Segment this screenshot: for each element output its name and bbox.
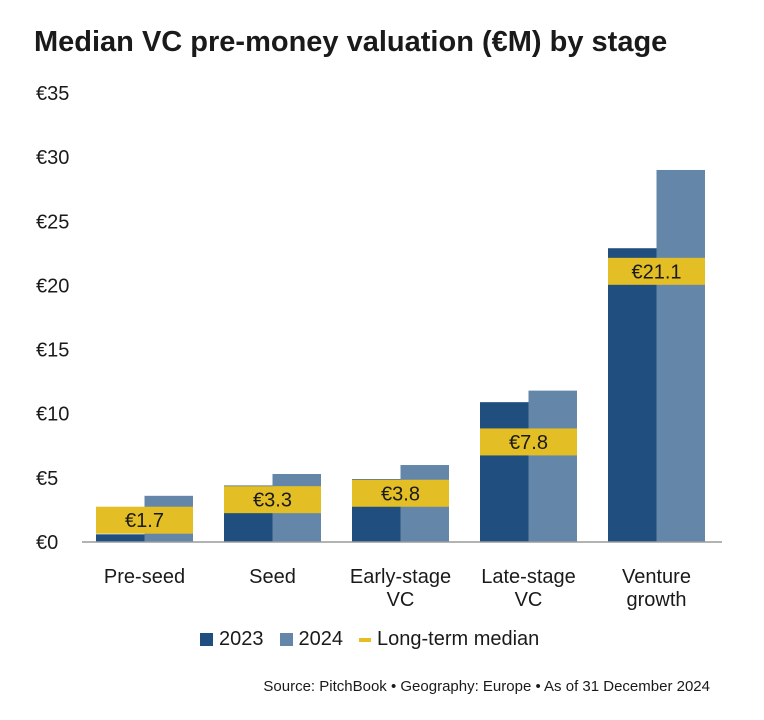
legend-label-median: Long-term median <box>377 628 540 650</box>
legend-item-2024: 2024 <box>279 628 344 651</box>
median-label: €3.8 <box>381 483 420 505</box>
chart-title: Median VC pre-money valuation (€M) by st… <box>34 26 668 58</box>
median-band <box>352 479 449 507</box>
x-tick-label: VC <box>387 589 415 611</box>
y-tick-label: €30 <box>36 147 69 169</box>
x-tick-label: Pre-seed <box>104 566 185 588</box>
source-note: Source: PitchBook • Geography: Europe • … <box>263 678 710 695</box>
legend-label-2024: 2024 <box>298 628 344 650</box>
bar-2024 <box>528 390 577 542</box>
median-label: €3.3 <box>253 490 292 512</box>
legend-swatch-2024 <box>279 633 293 646</box>
bar-2024 <box>656 169 705 542</box>
y-tick-label: €5 <box>36 468 58 490</box>
x-tick-label: growth <box>626 589 686 611</box>
median-band <box>608 257 705 285</box>
bar-2023 <box>608 248 657 542</box>
bar-2023 <box>96 534 145 542</box>
y-tick-label: €35 <box>36 83 69 105</box>
y-tick-label: €15 <box>36 340 69 362</box>
y-tick-label: €10 <box>36 404 69 426</box>
x-tick-label: Late-stage <box>481 566 576 588</box>
legend-item-median: Long-term median <box>359 628 539 651</box>
legend-swatch-median <box>359 637 371 642</box>
legend-label-2023: 2023 <box>219 628 264 650</box>
x-tick-label: Seed <box>249 566 296 588</box>
median-band <box>224 486 321 514</box>
y-tick-label: €0 <box>36 532 58 554</box>
legend-item-2023: 2023 <box>200 628 264 651</box>
legend: 2023 2024 Long-term median <box>200 628 555 651</box>
legend-swatch-2023 <box>200 633 213 646</box>
y-tick-label: €20 <box>36 275 69 297</box>
x-tick-label: Early-stage <box>350 566 451 588</box>
x-tick-label: Venture <box>622 566 691 588</box>
x-tick-label: VC <box>515 589 543 611</box>
y-tick-label: €25 <box>36 211 69 233</box>
median-label: €7.8 <box>509 432 548 454</box>
bar-2023 <box>480 402 529 542</box>
median-label: €1.7 <box>125 510 164 532</box>
median-band <box>96 506 193 534</box>
median-band <box>480 428 577 456</box>
median-label: €21.1 <box>631 261 681 283</box>
